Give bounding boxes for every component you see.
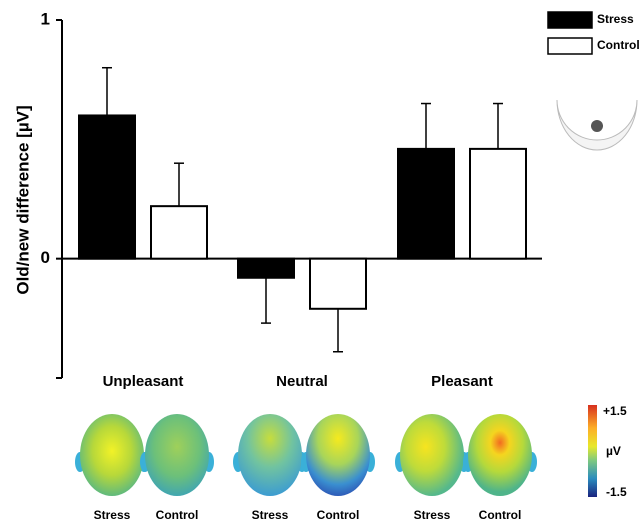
figure: Old/new difference [µV] +1.5 µV -1.5 0 1 U… <box>0 0 642 526</box>
head-label: Control <box>479 508 522 522</box>
legend-label: Stress <box>597 12 634 26</box>
colorbar-unit: µV <box>606 444 621 458</box>
x-tick-label: Pleasant <box>431 373 493 390</box>
head-map <box>238 414 302 496</box>
y-tick-label: 0 <box>41 248 50 267</box>
legend-swatch <box>548 38 592 54</box>
bar <box>238 259 294 278</box>
bar <box>398 149 454 259</box>
head-map <box>80 414 144 496</box>
head-label: Stress <box>252 508 289 522</box>
y-axis-label: Old/new difference [µV] <box>13 105 32 294</box>
electrode-montage <box>557 100 637 150</box>
bar <box>151 206 207 259</box>
head-label: Stress <box>94 508 131 522</box>
head-map <box>468 414 532 496</box>
head-map <box>306 414 370 496</box>
legend-swatch <box>548 12 592 28</box>
colorbar <box>588 405 597 497</box>
bar <box>79 115 135 258</box>
legend-label: Control <box>597 38 640 52</box>
colorbar-min: -1.5 <box>606 485 627 499</box>
bar <box>310 259 366 309</box>
head-label: Control <box>317 508 360 522</box>
colorbar-max: +1.5 <box>603 404 627 418</box>
bar <box>470 149 526 259</box>
head-label: Control <box>156 508 199 522</box>
head-map <box>145 414 209 496</box>
y-tick-label: 1 <box>41 9 50 28</box>
x-tick-label: Neutral <box>276 373 328 390</box>
x-tick-label: Unpleasant <box>103 373 184 390</box>
head-map <box>400 414 464 496</box>
head-label: Stress <box>414 508 451 522</box>
